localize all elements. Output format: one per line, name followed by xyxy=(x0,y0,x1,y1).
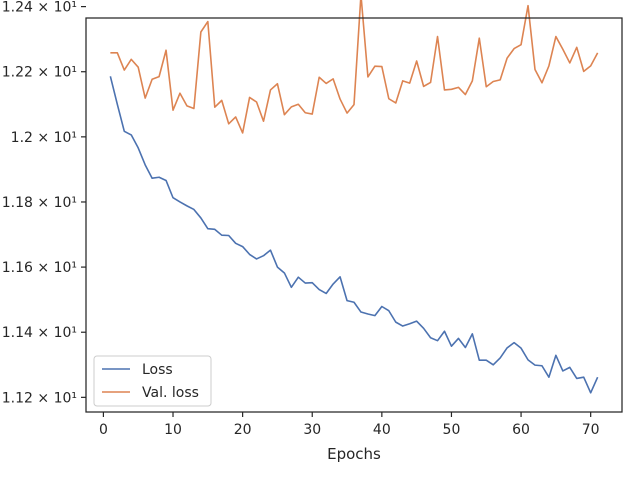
x-tick-label: 10 xyxy=(164,422,182,438)
y-tick-label: 1.12 × 10¹ xyxy=(2,390,77,406)
series-layer xyxy=(109,0,599,394)
x-tick-label: 60 xyxy=(512,422,530,438)
y-tick-label: 1.14 × 10¹ xyxy=(2,325,77,341)
x-tick-label: 0 xyxy=(99,422,108,438)
x-tick-label: 40 xyxy=(373,422,391,438)
y-tick-label: 1.16 × 10¹ xyxy=(2,260,77,276)
series-line-loss xyxy=(109,76,599,394)
x-axis-ticks: 0 10 20 30 40 50 60 70 xyxy=(99,412,600,438)
x-tick-label: 50 xyxy=(443,422,461,438)
x-axis-label: Epochs xyxy=(327,445,381,463)
y-axis-ticks: 1.12 × 10¹ 1.14 × 10¹ 1.16 × 10¹ 1.18 × 10¹… xyxy=(2,0,86,406)
legend-label: Val. loss xyxy=(142,385,199,401)
x-tick-label: 70 xyxy=(582,422,600,438)
x-tick-label: 30 xyxy=(303,422,321,438)
plot-frame xyxy=(85,17,623,413)
y-tick-label: 1.18 × 10¹ xyxy=(2,195,77,211)
series-line-val-loss xyxy=(110,0,599,134)
x-tick-label: 20 xyxy=(234,422,252,438)
y-tick-label: 1.22 × 10¹ xyxy=(2,65,77,81)
plot-area xyxy=(86,18,622,412)
legend-label: Loss xyxy=(142,362,173,378)
y-tick-label: 1.2 × 10¹ xyxy=(11,130,77,146)
legend: Loss Val. loss xyxy=(93,355,212,407)
y-tick-label: 1.24 × 10¹ xyxy=(2,0,77,16)
